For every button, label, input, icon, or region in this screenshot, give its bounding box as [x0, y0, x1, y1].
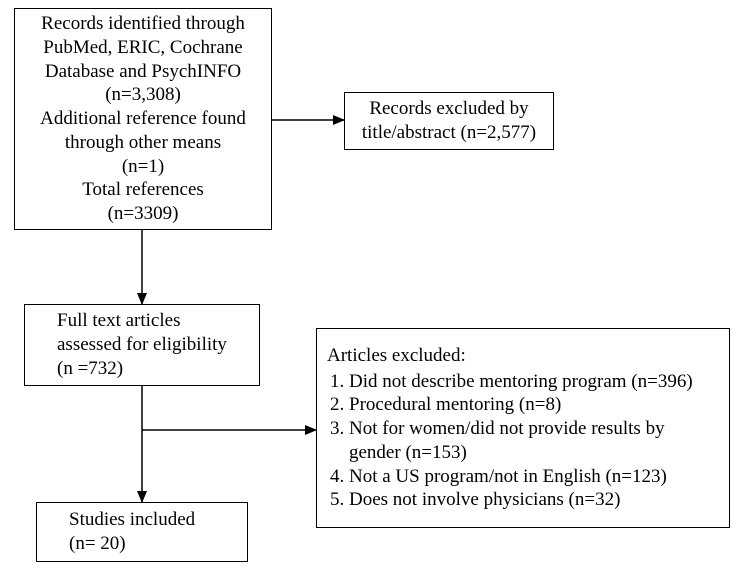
node-text: Records excluded by	[369, 97, 528, 121]
exclusion-list: Did not describe mentoring program (n=39…	[327, 370, 719, 513]
node-included: Studies included (n= 20)	[36, 502, 248, 562]
list-item: Procedural mentoring (n=8)	[349, 393, 719, 417]
node-text: assessed for eligibility	[57, 333, 249, 357]
list-item: Not for women/did not provide results by…	[349, 417, 719, 465]
list-item: Does not involve physicians (n=32)	[349, 488, 719, 512]
node-text: (n=3,308)	[105, 83, 181, 107]
node-text: Total references	[82, 178, 204, 202]
list-item: Not a US program/not in English (n=123)	[349, 465, 719, 489]
node-excluded-fulltext: Articles excluded: Did not describe ment…	[316, 328, 730, 528]
node-text: PubMed, ERIC, Cochrane	[43, 36, 242, 60]
node-text: Studies included	[69, 508, 237, 532]
node-text: Database and PsychINFO	[45, 60, 241, 84]
node-text: title/abstract (n=2,577)	[362, 121, 536, 145]
node-text: through other means	[65, 131, 221, 155]
node-text: (n= 20)	[69, 532, 237, 556]
node-text: Full text articles	[57, 309, 249, 333]
node-text: Records identified through	[41, 12, 245, 36]
node-identification: Records identified through PubMed, ERIC,…	[14, 8, 272, 230]
node-text: (n=3309)	[108, 202, 179, 226]
node-header: Articles excluded:	[327, 344, 719, 368]
node-fulltext: Full text articles assessed for eligibil…	[24, 304, 260, 386]
node-text: Additional reference found	[40, 107, 246, 131]
node-text: (n =732)	[57, 357, 249, 381]
node-text: (n=1)	[122, 155, 164, 179]
list-item: Did not describe mentoring program (n=39…	[349, 370, 719, 394]
node-excluded-title-abstract: Records excluded by title/abstract (n=2,…	[344, 92, 554, 150]
